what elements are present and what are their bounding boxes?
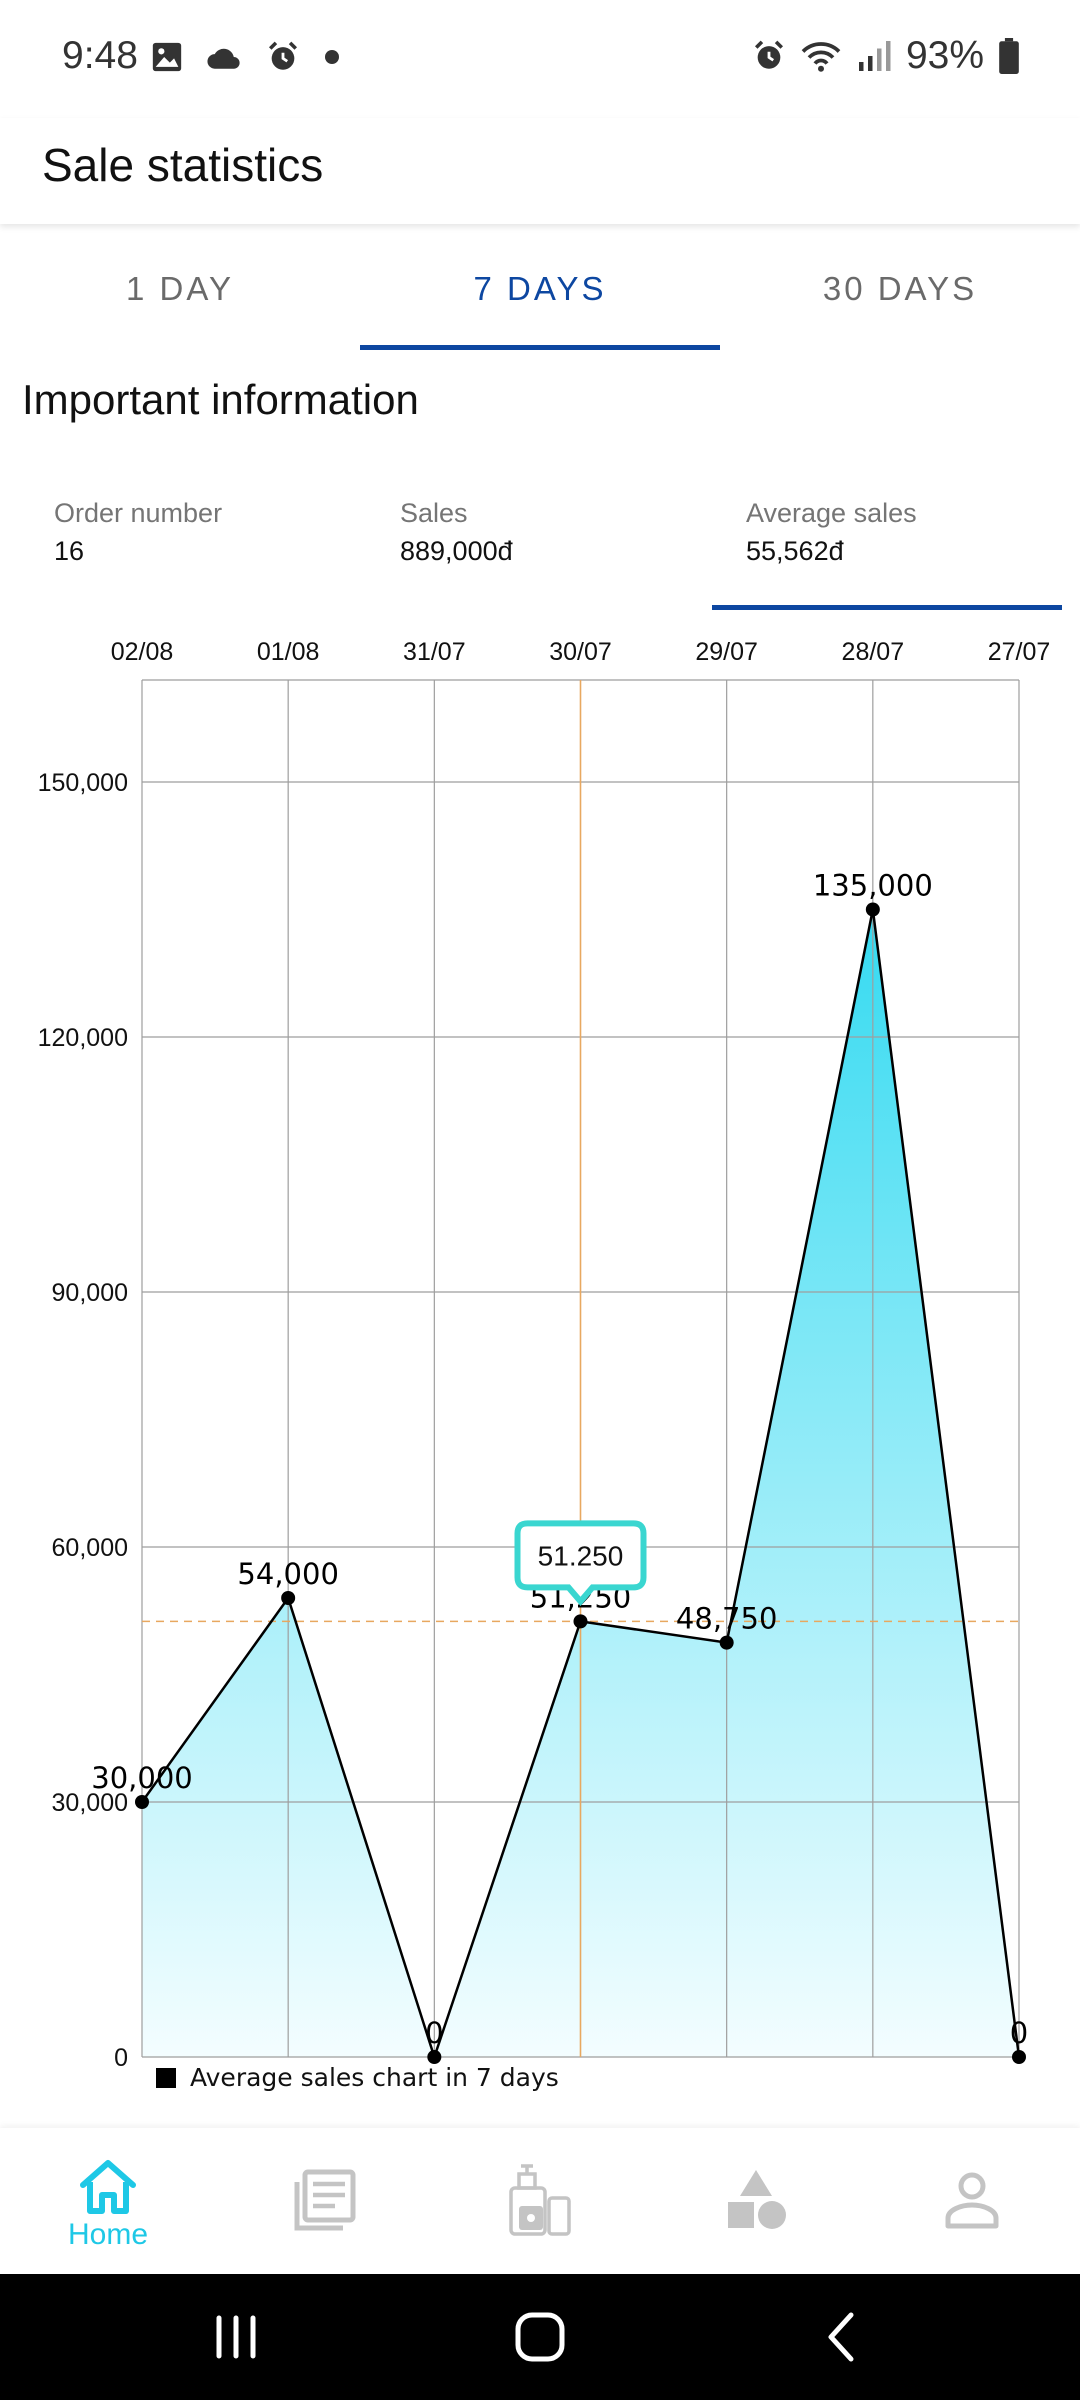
period-tabs: 1 DAY 7 DAYS 30 DAYS <box>0 228 1080 350</box>
person-icon <box>945 2172 999 2229</box>
data-point <box>1012 2050 1026 2064</box>
tab-30-days[interactable]: 30 DAYS <box>822 270 978 307</box>
info-card-sales[interactable]: Sales 889,000đ <box>366 488 712 610</box>
nav-cosmetics[interactable] <box>432 2128 648 2274</box>
y-tick-label: 150,000 <box>38 769 128 797</box>
back-button[interactable] <box>772 2274 912 2400</box>
data-label: 30,000 <box>91 1761 192 1795</box>
y-tick-label: 90,000 <box>52 1279 128 1307</box>
alarm-icon <box>268 41 298 70</box>
y-tick-label: 120,000 <box>38 1024 128 1052</box>
status-time: 9:48 <box>62 34 138 77</box>
app-bar: Sale statistics <box>0 118 1080 224</box>
home-button[interactable] <box>470 2274 610 2400</box>
y-tick-label: 30,000 <box>52 1789 128 1817</box>
info-label: Average sales <box>746 498 917 528</box>
info-card-order-number[interactable]: Order number 16 <box>20 488 366 610</box>
data-point <box>865 902 880 917</box>
data-point <box>719 1635 734 1650</box>
info-value: 55,562đ <box>746 536 844 566</box>
page-title: Sale statistics <box>42 139 324 191</box>
cosmetics-icon <box>509 2164 571 2236</box>
section-title: Important information <box>22 376 419 423</box>
image-icon <box>152 42 182 72</box>
x-tick-label: 30/07 <box>549 638 612 666</box>
shapes-icon <box>728 2170 786 2229</box>
tab-1-day[interactable]: 1 DAY <box>126 270 234 307</box>
news-icon <box>294 2169 356 2231</box>
x-tick-label: 28/07 <box>842 638 905 666</box>
info-label: Sales <box>400 498 468 528</box>
x-tick-label: 02/08 <box>111 638 174 666</box>
status-left-icons <box>150 40 342 74</box>
tab-7-days[interactable]: 7 DAYS <box>360 228 720 350</box>
nav-profile[interactable] <box>864 2128 1080 2274</box>
data-label: 54,000 <box>237 1557 338 1591</box>
tooltip-value: 51.250 <box>538 1540 624 1571</box>
info-value: 889,000đ <box>400 536 513 566</box>
back-icon <box>828 2312 854 2362</box>
signal-icon <box>858 41 891 71</box>
dot-icon <box>325 50 339 64</box>
cloud-icon <box>207 48 240 69</box>
nav-home-label: Home <box>67 2218 149 2251</box>
data-label: 0 <box>425 2016 443 2050</box>
tooltip-bubble <box>514 1520 647 1606</box>
data-label: 0 <box>1010 2016 1028 2050</box>
data-label: 48,750 <box>676 1602 777 1636</box>
status-right: 93% <box>752 34 1020 78</box>
bottom-navigation: Home <box>0 2128 1080 2274</box>
nav-news[interactable] <box>216 2128 432 2274</box>
alarm-icon <box>754 40 783 69</box>
info-value: 16 <box>54 536 85 566</box>
data-point <box>573 1614 588 1629</box>
legend-swatch <box>156 2068 176 2088</box>
chart-svg: 02/08 01/08 31/07 30/07 29/07 28/07 27/07 0 30,0… <box>38 638 1051 2092</box>
info-row: Order number 16 Sales 889,000đ Average s… <box>20 488 1062 610</box>
info-card-average-sales[interactable]: Average sales 55,562đ <box>712 488 1062 610</box>
x-tick-label: 29/07 <box>695 638 758 666</box>
wifi-icon <box>801 42 841 72</box>
average-sales-chart[interactable]: 02/08 01/08 31/07 30/07 29/07 28/07 27/07 0 30,0… <box>0 620 1080 2100</box>
y-tick-label: 0 <box>114 2044 128 2072</box>
x-tick-label: 01/08 <box>257 638 320 666</box>
data-point <box>281 1591 296 1605</box>
nav-categories[interactable] <box>648 2128 864 2274</box>
battery-percent: 93% <box>905 34 984 77</box>
y-tick-label: 60,000 <box>52 1534 128 1562</box>
recent-apps-button[interactable] <box>166 2274 306 2400</box>
x-tick-label: 27/07 <box>988 638 1051 666</box>
legend-label: Average sales chart in 7 days <box>190 2063 559 2092</box>
data-label: 135,000 <box>813 869 933 903</box>
home-icon <box>80 2160 136 2214</box>
data-point <box>135 1795 149 1809</box>
info-label: Order number <box>54 498 223 528</box>
data-point <box>427 2050 442 2064</box>
system-navigation-bar <box>0 2274 1080 2400</box>
nav-home[interactable]: Home <box>0 2128 216 2274</box>
recent-apps-icon <box>216 2315 256 2359</box>
status-bar: 9:48 93% <box>0 0 1080 118</box>
area-fill <box>142 909 1019 2057</box>
battery-icon <box>999 38 1019 74</box>
x-tick-label: 31/07 <box>403 638 466 666</box>
home-circle-icon <box>515 2312 565 2362</box>
